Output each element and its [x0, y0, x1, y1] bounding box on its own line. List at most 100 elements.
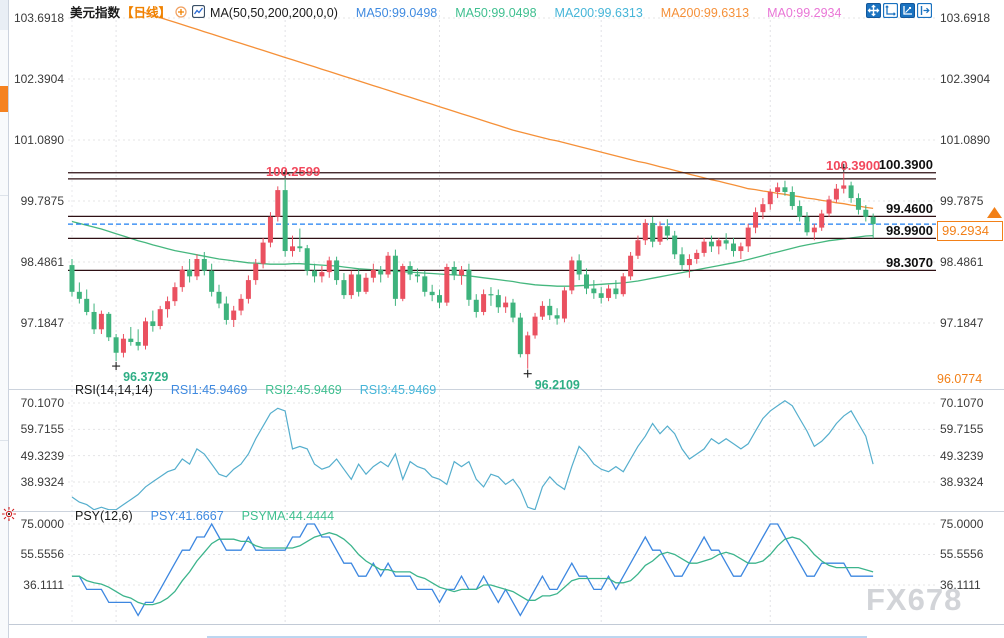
- chart-graphic: [554, 315, 560, 319]
- chart-graphic: [348, 274, 354, 296]
- chart-graphic: [459, 269, 465, 276]
- chart-graphic: [664, 226, 670, 236]
- level-price-label: 99.4600: [886, 200, 933, 216]
- chart-graphic: [112, 362, 121, 371]
- chart-graphic: [628, 255, 634, 277]
- add-indicator-icon[interactable]: [175, 6, 187, 21]
- chart-graphic: [135, 341, 141, 346]
- extreme-price-label: 96.3729: [123, 370, 169, 385]
- chart-graphic: [561, 290, 567, 319]
- scroll-indicator[interactable]: [207, 636, 867, 638]
- chart-graphic: [870, 216, 876, 225]
- axis-scale-tool-icon[interactable]: [900, 3, 915, 18]
- chart-graphic: [650, 222, 656, 242]
- chart-graphic: [569, 260, 575, 291]
- chart-graphic: [657, 226, 663, 242]
- chart-style-icon[interactable]: [191, 4, 206, 21]
- psy-value: PSYMA:44.4444: [241, 509, 335, 523]
- level-alert-label: 100.3900: [826, 157, 881, 173]
- chart-graphic: [437, 295, 442, 303]
- chart-graphic: [532, 316, 538, 336]
- chart-graphic: [708, 241, 714, 247]
- chart-graphic: [84, 298, 90, 312]
- rsi-value: RSI1:45.9469: [170, 383, 248, 397]
- chart-graphic: [113, 337, 119, 353]
- rsi-axis-tick-right: 70.1070: [940, 396, 984, 410]
- chart-graphic: [753, 212, 759, 228]
- rsi-axis-tick-left: 38.9324: [20, 475, 64, 489]
- chart-graphic: [613, 288, 619, 295]
- psy-axis-tick-right: 55.5556: [940, 547, 984, 562]
- chart-graphic: [216, 291, 222, 304]
- chart-graphic: [510, 302, 516, 318]
- price-axis-tick-left: 99.7875: [20, 194, 64, 208]
- side-panel-divider: [0, 440, 8, 441]
- chart-graphic: [223, 303, 229, 320]
- rsi-values: RSI1:45.9469 RSI2:45.9469 RSI3:45.9469: [162, 383, 445, 397]
- price-axis-tick-right: 103.6918: [940, 11, 991, 25]
- side-panel-edge[interactable]: [0, 0, 9, 638]
- chart-graphic: [635, 240, 641, 256]
- step-forward-tool-icon[interactable]: [916, 2, 933, 19]
- chart-graphic: [334, 260, 340, 281]
- psy-axis-tick-left: 55.5556: [20, 547, 64, 562]
- price-axis-tick-right: 99.7875: [940, 194, 984, 208]
- current-price-tag: 99.2934: [937, 221, 1003, 241]
- chart-graphic: [407, 266, 413, 275]
- rsi-header: RSI(14,14,14) RSI1:45.9469 RSI2:45.9469 RSI…: [75, 383, 454, 397]
- chart-graphic: [723, 240, 729, 244]
- psy-axis-tick-left: 75.0000: [20, 517, 64, 531]
- price-axis-tick-left: 103.6918: [13, 11, 64, 25]
- rsi-axis-tick-right: 59.7155: [940, 422, 984, 437]
- chart-graphic: [760, 204, 766, 213]
- chart-graphic: [120, 338, 126, 353]
- pan-tool-icon[interactable]: [866, 3, 881, 18]
- chart-graphic: [444, 266, 450, 303]
- chart-graphic: [281, 169, 290, 178]
- rsi-axis-tick-left: 59.7155: [20, 422, 64, 437]
- chart-graphic: [767, 191, 773, 205]
- chart-graphic: [826, 199, 832, 214]
- chart-graphic: [855, 198, 861, 210]
- extreme-price-label: 96.2109: [534, 377, 580, 392]
- psy-params[interactable]: PSY(12,6): [75, 509, 133, 523]
- period-label[interactable]: 【日线】: [121, 6, 172, 20]
- psy-header: PSY(12,6) PSY:41.6667 PSYMA:44.4444: [75, 509, 352, 523]
- chart-graphic: [481, 294, 487, 312]
- chart-graphic: [282, 190, 288, 252]
- side-panel-edge-top: [0, 0, 8, 30]
- chart-graphic: [98, 313, 104, 330]
- rsi-axis-tick-right: 38.9324: [940, 475, 984, 489]
- rsi-params[interactable]: RSI(14,14,14): [75, 383, 153, 397]
- chart-graphic: [201, 259, 207, 271]
- side-panel-divider: [0, 195, 8, 196]
- ma-value: MA200:99.6313: [554, 6, 643, 20]
- chart-graphic: [789, 191, 795, 207]
- chart-graphic: [238, 298, 244, 311]
- chart-graphic: [275, 190, 281, 217]
- chart-graphic: [620, 276, 626, 295]
- chart-graphic: [231, 310, 237, 320]
- chart-graphic: [716, 240, 722, 247]
- fit-extent-tool-icon[interactable]: [882, 2, 899, 19]
- chart-graphic: [591, 288, 597, 294]
- chart-graphic: [694, 252, 700, 260]
- chart-graphic: [392, 255, 398, 299]
- rsi-axis-tick-left: 49.3239: [20, 448, 64, 463]
- chart-graphic: [267, 216, 273, 243]
- chart-graphic: [209, 270, 215, 292]
- chart-graphic: [488, 294, 494, 296]
- chart-graphic: [672, 235, 678, 255]
- indicator-settings-sun-icon[interactable]: [1, 506, 17, 522]
- chart-graphic: [91, 311, 97, 330]
- chart-graphic: [172, 287, 178, 302]
- ma-params[interactable]: MA(50,50,200,200,0,0): [210, 6, 338, 20]
- chart-graphic: [819, 213, 825, 228]
- chart-graphic: [385, 255, 391, 275]
- chart-graphic: [106, 313, 112, 338]
- chart-graphic: [797, 206, 803, 217]
- rsi-value: RSI3:45.9469: [359, 383, 437, 397]
- chart-graphic: [517, 317, 523, 355]
